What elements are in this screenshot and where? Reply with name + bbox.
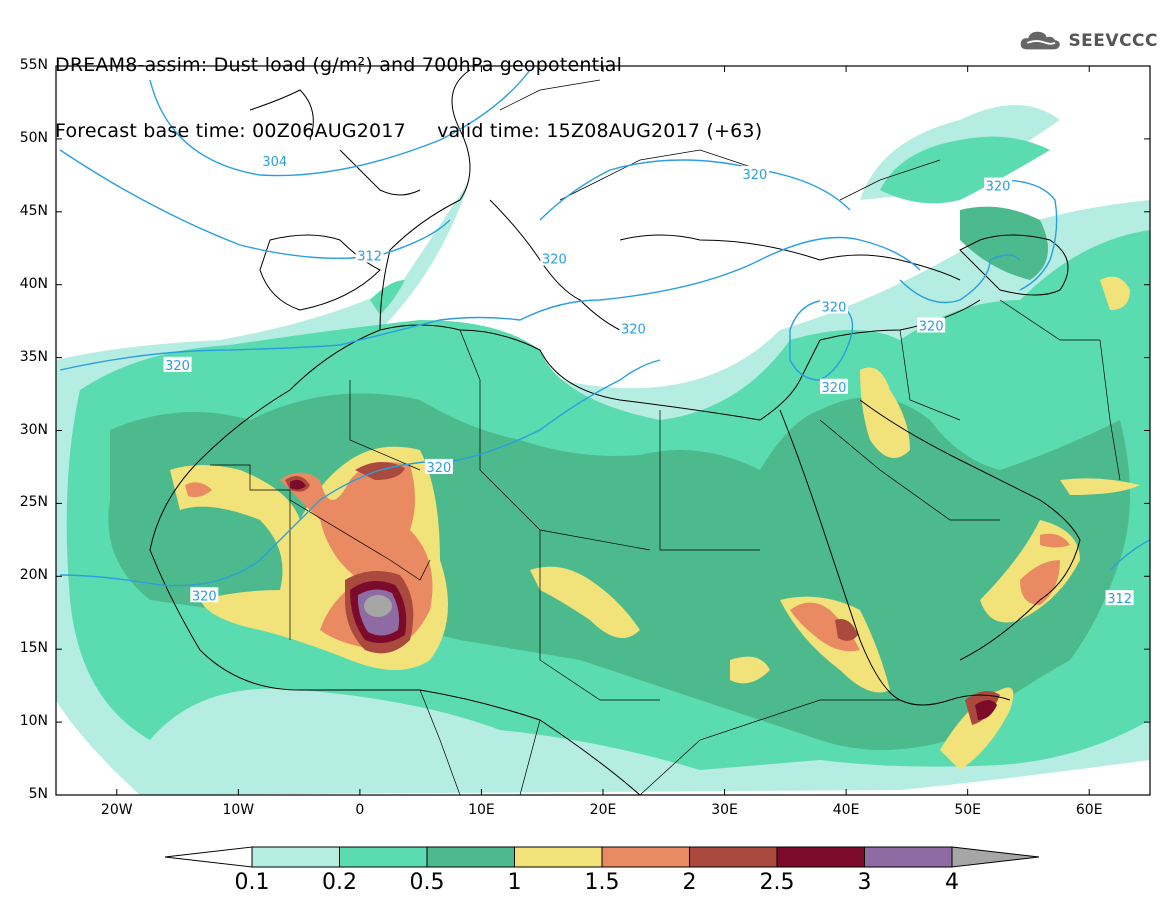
lat-label: 35N — [19, 348, 48, 365]
lat-label: 55N — [19, 57, 48, 73]
colorbar-label: 1.5 — [584, 870, 620, 895]
svg-text:304: 304 — [262, 155, 287, 170]
lon-label: 20E — [589, 802, 617, 818]
colorbar — [164, 846, 1040, 868]
lon-label: 10E — [468, 802, 495, 818]
svg-text:320: 320 — [165, 359, 190, 374]
colorbar-label: 2.5 — [759, 870, 795, 895]
map-title: DREAM8-assim: Dust load (g/m²) and 700hP… — [55, 10, 762, 164]
colorbar-label: 4 — [945, 870, 959, 895]
colorbar-high-triangle — [951, 846, 1040, 868]
svg-text:320: 320 — [426, 461, 451, 476]
svg-text:320: 320 — [822, 381, 847, 396]
geopotential-contours — [59, 69, 1150, 587]
contour-label: 320 — [190, 587, 219, 604]
lat-label: 40N — [19, 275, 48, 292]
lon-label: 0 — [355, 802, 365, 818]
contour-label: 320 — [424, 458, 453, 476]
contour-label: 312 — [355, 247, 384, 265]
colorbar-box — [514, 846, 603, 868]
lat-label: 45N — [19, 202, 48, 219]
lon-label: 50E — [954, 802, 981, 818]
coastlines — [149, 69, 1081, 795]
lat-label: 30N — [19, 421, 48, 438]
title-line-1: DREAM8-assim: Dust load (g/m²) and 700hP… — [55, 54, 623, 76]
dust-field-level-9 — [364, 595, 392, 617]
svg-text:312: 312 — [1107, 592, 1132, 607]
svg-text:320: 320 — [919, 320, 944, 335]
lon-ticks — [116, 66, 1090, 795]
colorbar-label: 2 — [682, 870, 697, 895]
lon-label: 20W — [100, 802, 133, 818]
contour-label: 312 — [1105, 590, 1134, 607]
lon-label: 30E — [711, 802, 738, 818]
contour-label: 320 — [819, 298, 848, 316]
borders — [210, 79, 1121, 795]
lat-ticks — [56, 65, 1150, 796]
colorbar-label: 0.5 — [409, 870, 445, 895]
seevccc-logo: SEEVCCC — [1018, 26, 1158, 56]
colorbar-box — [864, 846, 953, 868]
colorbar-label: 0.2 — [322, 870, 357, 895]
cloud-icon — [1020, 31, 1060, 50]
colorbar-label: 3 — [857, 870, 872, 895]
colorbar-box — [251, 846, 340, 868]
lat-label: 10N — [19, 713, 48, 730]
lat-label: 20N — [19, 567, 48, 584]
lat-label: 5N — [28, 786, 48, 802]
contour-label: 320 — [540, 250, 569, 267]
colorbar-box — [689, 846, 778, 868]
contour-label: 320 — [819, 378, 848, 396]
title-line-2: Forecast base time: 00Z06AUG2017 valid t… — [55, 120, 763, 142]
contour-label: 320 — [163, 356, 192, 374]
lon-label: 60E — [1075, 802, 1103, 818]
svg-text:320: 320 — [192, 589, 217, 604]
contour-label: 320 — [740, 165, 769, 183]
lat-label: 25N — [19, 494, 48, 511]
svg-text:320: 320 — [621, 322, 646, 337]
colorbar-box — [601, 846, 690, 868]
contour-label: 320 — [984, 177, 1013, 195]
svg-text:320: 320 — [822, 301, 847, 316]
colorbar-label: 0.1 — [234, 870, 270, 895]
lat-label: 50N — [19, 129, 48, 146]
lon-label: 40E — [832, 802, 860, 818]
logo-text: SEEVCCC — [1068, 31, 1158, 51]
contour-label: 320 — [619, 320, 648, 337]
contour-label: 320 — [917, 317, 946, 335]
contour-labels: 304 312 320 320 320 320 320 320 320 320 320 320 312 — [163, 152, 1134, 607]
colorbar-label: 1 — [507, 870, 522, 895]
svg-text:320: 320 — [542, 252, 567, 267]
colorbar-box — [776, 846, 865, 868]
lon-label: 10W — [222, 802, 255, 818]
contour-label: 304 — [260, 152, 289, 170]
svg-text:320: 320 — [743, 168, 768, 183]
lat-label: 15N — [19, 640, 48, 657]
colorbar-boxes — [251, 846, 953, 868]
colorbar-low-triangle — [164, 846, 253, 868]
colorbar-box — [339, 846, 428, 868]
svg-text:312: 312 — [357, 250, 382, 265]
colorbar-box — [426, 846, 515, 868]
svg-text:320: 320 — [986, 180, 1011, 195]
